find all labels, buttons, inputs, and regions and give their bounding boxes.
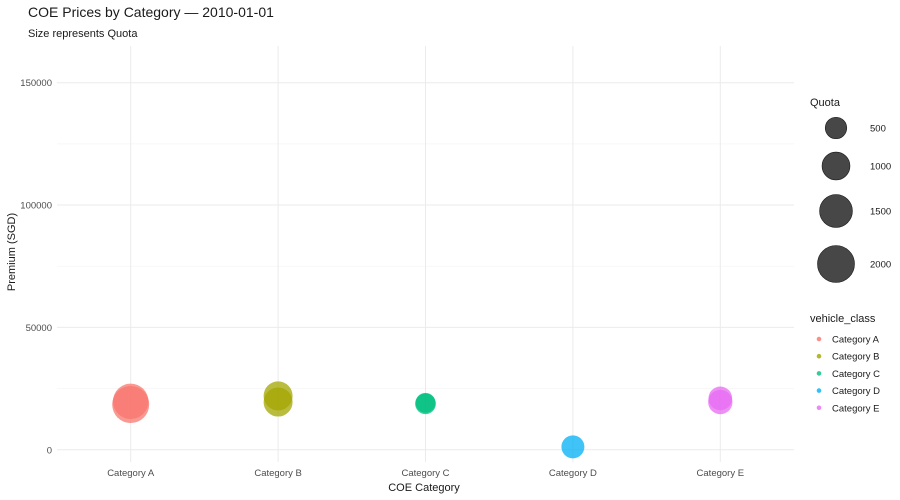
x-axis-title: COE Category: [388, 482, 460, 494]
size-legend-label: 500: [870, 124, 886, 135]
y-axis-title: Premium (SGD): [6, 213, 18, 291]
color-legend-title: vehicle_class: [810, 313, 876, 325]
y-tick-label: 50000: [26, 323, 52, 334]
color-legend-label: Category B: [832, 352, 880, 363]
color-legend-key: [816, 388, 822, 393]
data-point: [263, 381, 293, 411]
data-point: [561, 435, 585, 459]
color-legend-key: [816, 405, 822, 411]
x-tick-label: Category A: [107, 468, 155, 479]
size-legend-label: 1500: [870, 207, 891, 218]
x-tick-label: Category D: [549, 468, 597, 479]
x-axis-ticks: Category A Category B Category C Category D…: [107, 468, 744, 479]
y-axis-ticks: 0 50000 100000 150000: [20, 78, 52, 456]
size-legend-label: 2000: [870, 260, 891, 271]
color-legend-label: Category D: [832, 386, 880, 397]
color-legend-key: [816, 336, 822, 342]
chart-title: COE Prices by Category — 2010-01-01: [28, 4, 274, 20]
size-legend-title: Quota: [810, 97, 841, 109]
size-legend: Quota 500 1000 1500 2000: [810, 97, 891, 283]
y-tick-label: 150000: [20, 78, 52, 89]
color-legend-label: Category A: [832, 335, 880, 346]
chart-subtitle: Size represents Quota: [28, 28, 138, 40]
data-point: [415, 392, 436, 413]
size-legend-label: 1000: [870, 162, 891, 173]
points-layer: [112, 381, 733, 459]
size-legend-key: [819, 194, 853, 228]
x-tick-label: Category B: [254, 468, 302, 479]
grid-layer: [57, 46, 794, 462]
y-tick-label: 100000: [20, 201, 52, 212]
y-tick-label: 0: [47, 445, 52, 456]
size-legend-key: [817, 245, 855, 283]
color-legend-label: Category E: [832, 403, 880, 414]
color-legend-key: [816, 371, 822, 376]
color-legend: vehicle_class Category A Category B Catego…: [810, 313, 880, 414]
color-legend-label: Category C: [832, 369, 880, 380]
x-tick-label: Category C: [401, 468, 449, 479]
size-legend-key: [821, 151, 851, 181]
x-tick-label: Category E: [697, 468, 745, 479]
data-point: [708, 386, 733, 411]
data-point: [112, 383, 149, 420]
color-legend-key: [816, 353, 822, 359]
size-legend-key: [824, 116, 848, 140]
